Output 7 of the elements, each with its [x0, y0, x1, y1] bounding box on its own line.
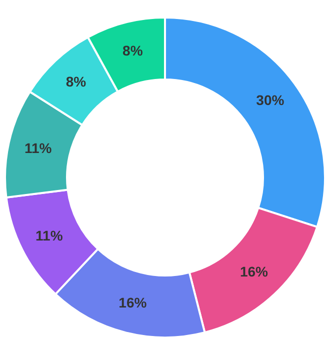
- data-label: 16%: [118, 294, 148, 310]
- data-label: 16%: [240, 263, 269, 280]
- data-label: 8%: [122, 42, 144, 59]
- data-label: 11%: [36, 228, 64, 244]
- data-label: 11%: [24, 140, 52, 156]
- data-label: 30%: [256, 92, 285, 108]
- data-label: 8%: [66, 74, 87, 90]
